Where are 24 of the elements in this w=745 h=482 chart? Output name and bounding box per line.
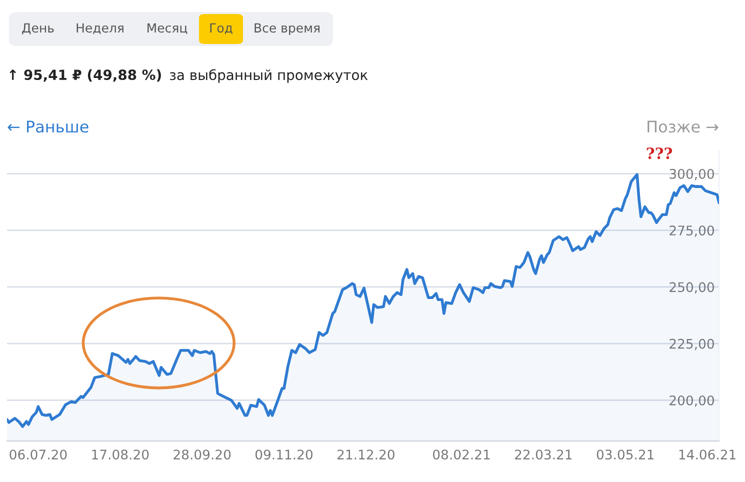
text: Позже →: [648, 120, 718, 133]
x-tick-label: 03.05.21: [596, 450, 654, 460]
x-tick-label: 09.11.20: [255, 450, 312, 460]
annotation: ???: [646, 148, 672, 160]
text: за выбранный промежуток: [170, 69, 368, 83]
y-tick-label: 275,00: [670, 226, 714, 237]
text: ← Раньше: [8, 120, 88, 133]
x-tick-label: 28.09.20: [174, 450, 231, 460]
x-tick-label: 21.12.20: [338, 450, 394, 460]
x-tick-label: 22.03.21: [515, 450, 572, 460]
text: Месяц: [148, 23, 188, 34]
text: Все время: [254, 23, 320, 36]
y-tick-label: 250,00: [670, 282, 714, 294]
text: День: [22, 23, 54, 34]
text: ↑ 95,41 ₽ (49,88 %): [10, 69, 161, 82]
x-tick-label: 14.06.21: [679, 450, 736, 460]
x-tick-label: 17.08.20: [92, 450, 149, 460]
y-tick-label: 200,00: [670, 395, 714, 407]
text: Год: [210, 23, 232, 34]
x-tick-label: 06.07.20: [10, 450, 67, 460]
x-tick-label: 08.02.21: [433, 450, 490, 460]
y-tick-label: 225,00: [670, 338, 714, 350]
y-tick-label: 300,00: [670, 168, 714, 180]
text: Неделя: [76, 23, 124, 34]
